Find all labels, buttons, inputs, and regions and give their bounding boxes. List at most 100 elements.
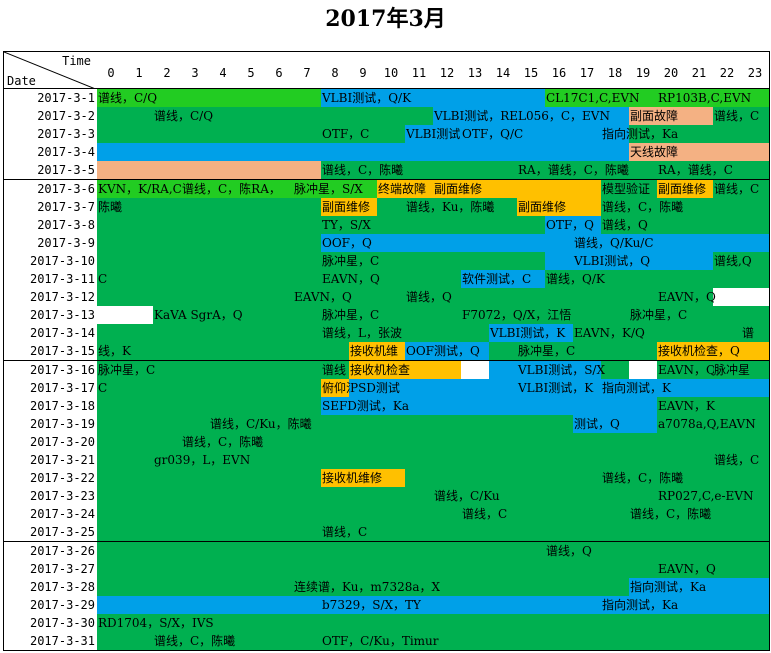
- schedule-cell[interactable]: [321, 161, 350, 181]
- schedule-cell[interactable]: [181, 215, 210, 235]
- schedule-cell[interactable]: [517, 469, 546, 489]
- schedule-cell[interactable]: [573, 215, 602, 235]
- schedule-cell[interactable]: [125, 432, 154, 452]
- schedule-cell[interactable]: [601, 161, 630, 181]
- schedule-cell[interactable]: [741, 559, 770, 579]
- schedule-cell[interactable]: [237, 414, 266, 434]
- schedule-cell[interactable]: [461, 613, 490, 633]
- schedule-cell[interactable]: [713, 89, 742, 109]
- schedule-cell[interactable]: [573, 89, 602, 109]
- schedule-cell[interactable]: [685, 505, 714, 525]
- schedule-cell[interactable]: [741, 197, 770, 217]
- schedule-cell[interactable]: [321, 559, 350, 579]
- schedule-cell[interactable]: [181, 414, 210, 434]
- schedule-cell[interactable]: [601, 451, 630, 471]
- schedule-cell[interactable]: [349, 451, 378, 471]
- schedule-cell[interactable]: [433, 324, 462, 344]
- schedule-cell[interactable]: [573, 541, 602, 561]
- schedule-cell[interactable]: [237, 559, 266, 579]
- schedule-cell[interactable]: [713, 360, 742, 380]
- schedule-cell[interactable]: [741, 360, 770, 380]
- schedule-cell[interactable]: [377, 613, 406, 633]
- schedule-cell[interactable]: [713, 288, 742, 308]
- schedule-cell[interactable]: [209, 89, 238, 109]
- schedule-cell[interactable]: [545, 306, 574, 326]
- schedule-cell[interactable]: [517, 125, 546, 145]
- schedule-cell[interactable]: [685, 451, 714, 471]
- schedule-cell[interactable]: [405, 161, 434, 181]
- schedule-cell[interactable]: [237, 523, 266, 543]
- schedule-cell[interactable]: [377, 595, 406, 615]
- schedule-cell[interactable]: [489, 577, 518, 597]
- schedule-cell[interactable]: [601, 559, 630, 579]
- schedule-cell[interactable]: [489, 487, 518, 507]
- schedule-cell[interactable]: [377, 161, 406, 181]
- schedule-cell[interactable]: [517, 197, 546, 217]
- schedule-cell[interactable]: [265, 487, 294, 507]
- schedule-cell[interactable]: [181, 270, 210, 290]
- schedule-cell[interactable]: [573, 306, 602, 326]
- schedule-cell[interactable]: [349, 577, 378, 597]
- schedule-cell[interactable]: [97, 559, 126, 579]
- schedule-cell[interactable]: [321, 396, 350, 416]
- schedule-cell[interactable]: [545, 559, 574, 579]
- schedule-cell[interactable]: [545, 288, 574, 308]
- schedule-cell[interactable]: [265, 89, 294, 109]
- schedule-cell[interactable]: [685, 161, 714, 181]
- schedule-cell[interactable]: [545, 451, 574, 471]
- schedule-cell[interactable]: [293, 378, 322, 398]
- schedule-cell[interactable]: [265, 451, 294, 471]
- schedule-cell[interactable]: [433, 432, 462, 452]
- schedule-cell[interactable]: [237, 541, 266, 561]
- schedule-cell[interactable]: [741, 451, 770, 471]
- schedule-cell[interactable]: [209, 414, 238, 434]
- schedule-cell[interactable]: [741, 179, 770, 199]
- schedule-cell[interactable]: [741, 89, 770, 109]
- schedule-cell[interactable]: [237, 632, 266, 652]
- schedule-cell[interactable]: [237, 451, 266, 471]
- schedule-cell[interactable]: [433, 414, 462, 434]
- schedule-cell[interactable]: [629, 469, 658, 489]
- schedule-cell[interactable]: [349, 505, 378, 525]
- schedule-cell[interactable]: [545, 577, 574, 597]
- schedule-cell[interactable]: [181, 396, 210, 416]
- schedule-cell[interactable]: [405, 414, 434, 434]
- schedule-cell[interactable]: [181, 179, 210, 199]
- schedule-cell[interactable]: [489, 270, 518, 290]
- schedule-cell[interactable]: [321, 288, 350, 308]
- schedule-cell[interactable]: [349, 324, 378, 344]
- schedule-cell[interactable]: [153, 233, 182, 253]
- schedule-cell[interactable]: [237, 360, 266, 380]
- schedule-cell[interactable]: [713, 559, 742, 579]
- schedule-cell[interactable]: [573, 360, 602, 380]
- schedule-cell[interactable]: [153, 541, 182, 561]
- schedule-cell[interactable]: [293, 161, 322, 181]
- schedule-cell[interactable]: [685, 306, 714, 326]
- schedule-cell[interactable]: [97, 143, 126, 163]
- schedule-cell[interactable]: [153, 632, 182, 652]
- schedule-cell[interactable]: [461, 360, 490, 380]
- schedule-cell[interactable]: [573, 288, 602, 308]
- schedule-cell[interactable]: [293, 577, 322, 597]
- schedule-cell[interactable]: [657, 215, 686, 235]
- schedule-cell[interactable]: [433, 632, 462, 652]
- schedule-cell[interactable]: [573, 324, 602, 344]
- schedule-cell[interactable]: [293, 107, 322, 127]
- schedule-cell[interactable]: [601, 523, 630, 543]
- schedule-cell[interactable]: [629, 215, 658, 235]
- schedule-cell[interactable]: [657, 233, 686, 253]
- schedule-cell[interactable]: [405, 632, 434, 652]
- schedule-cell[interactable]: [461, 432, 490, 452]
- schedule-cell[interactable]: [517, 179, 546, 199]
- schedule-cell[interactable]: [237, 89, 266, 109]
- schedule-cell[interactable]: [741, 414, 770, 434]
- schedule-cell[interactable]: [293, 143, 322, 163]
- schedule-cell[interactable]: [629, 306, 658, 326]
- schedule-cell[interactable]: [685, 270, 714, 290]
- schedule-cell[interactable]: [405, 270, 434, 290]
- schedule-cell[interactable]: [265, 161, 294, 181]
- schedule-cell[interactable]: [489, 89, 518, 109]
- schedule-cell[interactable]: [489, 107, 518, 127]
- schedule-cell[interactable]: [293, 342, 322, 362]
- schedule-cell[interactable]: [489, 342, 518, 362]
